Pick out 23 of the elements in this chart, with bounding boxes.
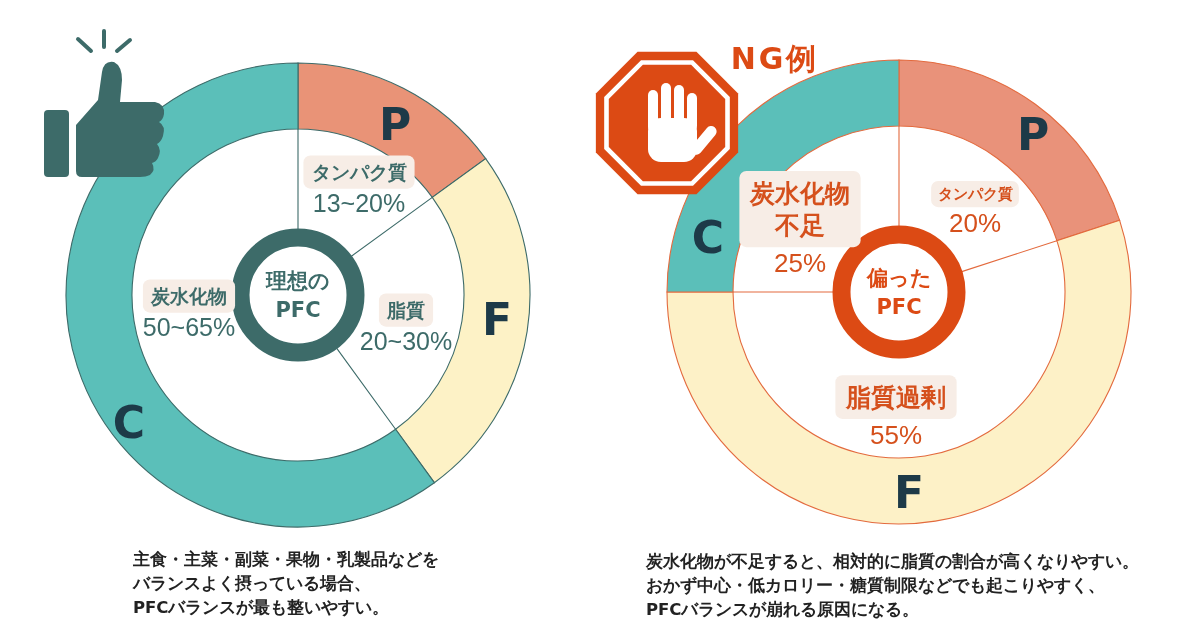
text: 20~30%	[359, 327, 453, 356]
text: 50~65%	[142, 313, 236, 342]
slice-label: F	[893, 467, 925, 518]
text: タンパク質	[937, 185, 1013, 204]
slice-label: C	[691, 212, 725, 263]
slice-label: P	[378, 99, 412, 150]
text: 13~20%	[312, 189, 406, 218]
text: 主食・主菜・副菜・果物・乳製品などをバランスよく摂っている場合、PFCバランスが最も整いやすい。	[132, 550, 439, 617]
text: 炭水化物が不足すると、相対的に脂質の割合が高くなりやすい。おかず中心・低カロリー・糖質制限などでも起こりやすく、PFCバランスが崩れる原因になる。	[645, 552, 1139, 619]
slice-label: C	[112, 397, 146, 448]
chart-title: NG例	[730, 41, 820, 76]
data-label: 20%	[948, 207, 1002, 238]
text: タンパク質	[311, 160, 407, 183]
text: 炭水化物不足	[749, 178, 850, 241]
data-label: 25%	[773, 247, 827, 278]
slice-label: P	[1016, 109, 1050, 160]
text: 理想の PFC	[265, 269, 330, 322]
text: 脂質過剰	[845, 383, 946, 412]
text: 脂質	[386, 298, 425, 321]
slice-label: F	[481, 294, 513, 345]
text: 炭水化物	[150, 284, 227, 307]
text: 偏った PFC	[865, 266, 932, 319]
data-label: 55%	[869, 419, 923, 450]
